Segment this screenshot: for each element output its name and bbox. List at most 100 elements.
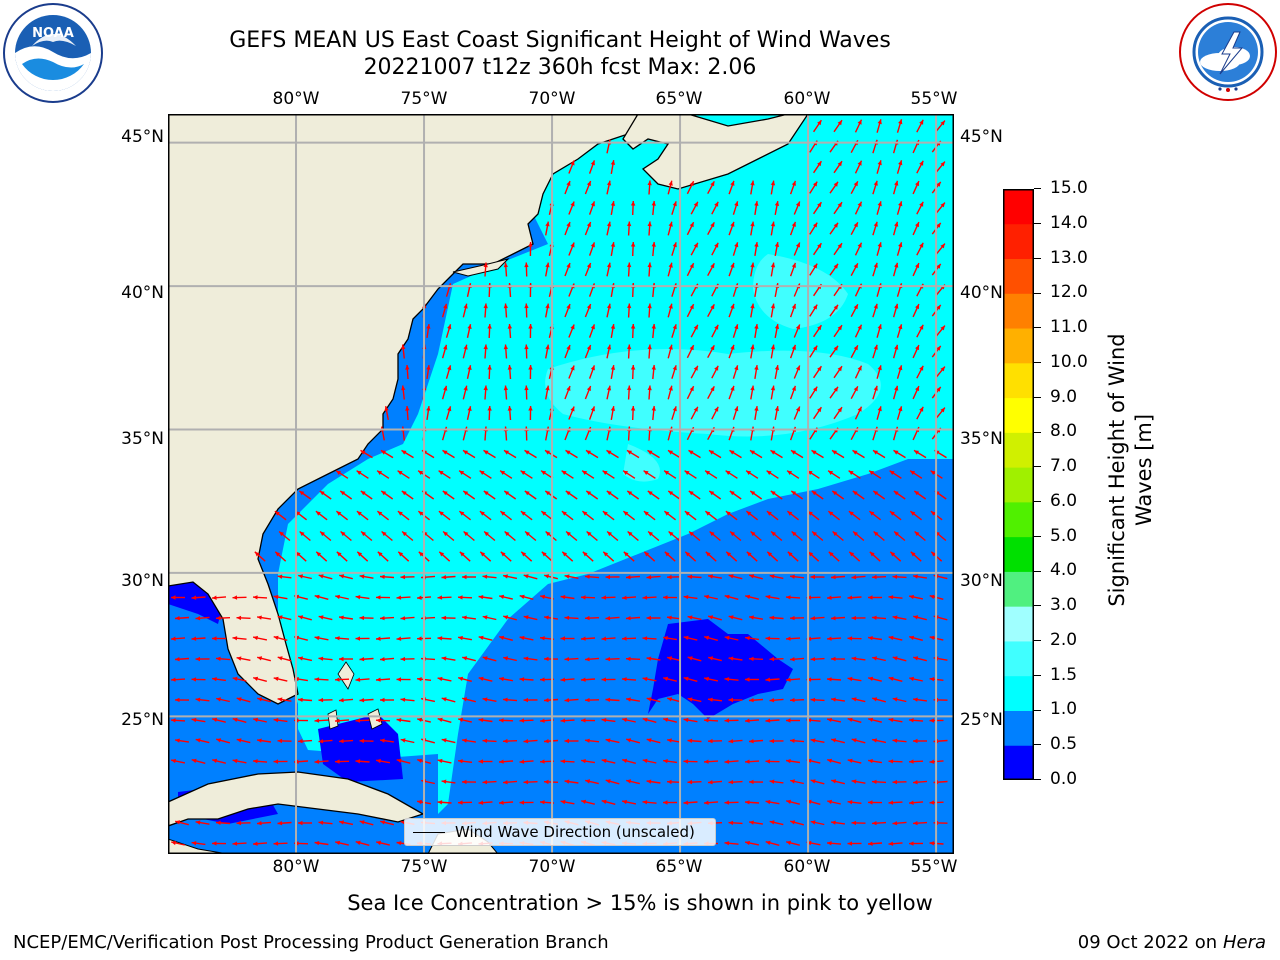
wave-arrow-head: [810, 779, 816, 784]
wave-arrow-head: [566, 181, 571, 186]
wave-arrow-head: [734, 324, 739, 330]
wave-arrow-head: [545, 450, 550, 455]
wave-arrow-head: [869, 470, 875, 475]
wave-arrow-head: [663, 636, 668, 641]
wave-arrow-head: [857, 119, 862, 125]
wave-arrow-head: [689, 531, 694, 537]
wave-arrow-head: [873, 491, 879, 496]
wave-arrow-head: [724, 635, 730, 641]
map-frame: [168, 114, 954, 854]
wave-arrow-head: [708, 574, 713, 579]
wave-arrow-head: [642, 595, 648, 600]
wave-arrow-head: [913, 697, 918, 702]
wave-arrow-head: [376, 636, 381, 641]
colorbar-tick-mark: [1034, 744, 1041, 746]
wave-arrow-head: [627, 344, 632, 350]
wave-arrow-head: [873, 344, 878, 350]
wave-arrow-head: [212, 636, 217, 641]
wave-arrow-head: [940, 366, 945, 372]
wave-arrow-head: [940, 161, 945, 167]
wave-arrow-head: [606, 180, 612, 186]
wave-arrow-head: [601, 758, 607, 763]
wave-arrow-head: [683, 635, 689, 640]
wave-arrow-head: [273, 841, 279, 846]
wave-arrow-head: [610, 160, 616, 165]
wave-arrow-head: [936, 222, 941, 228]
wave-arrow-head: [847, 595, 853, 600]
wave-arrow-head: [566, 345, 571, 350]
wave-arrow-head: [191, 717, 197, 723]
wave-arrow-head: [253, 635, 258, 641]
wave-arrow-head: [831, 697, 836, 702]
wave-arrow-head: [487, 365, 492, 370]
wave-arrow-head: [808, 551, 814, 557]
wave-arrow-head: [810, 616, 816, 621]
wave-arrow-head: [257, 656, 263, 661]
wave-arrow-head: [651, 242, 656, 247]
wave-arrow-head: [769, 738, 774, 744]
wave-arrow-head: [873, 262, 878, 268]
wave-arrow-head: [790, 574, 795, 579]
wave-arrow-head: [710, 181, 715, 187]
wave-arrow-head: [643, 511, 649, 516]
wave-arrow-head: [771, 531, 776, 537]
wave-arrow-head: [622, 636, 627, 641]
wave-arrow-head: [791, 303, 796, 309]
wave-arrow-head: [357, 551, 363, 557]
wave-arrow-head: [847, 758, 853, 763]
wave-arrow-head: [828, 551, 834, 557]
wave-arrow-head: [442, 491, 448, 496]
wave-arrow-head: [478, 800, 484, 805]
wave-arrow-head: [714, 201, 719, 207]
wave-arrow-head: [892, 615, 898, 620]
legend-line-icon: [413, 832, 445, 833]
colorbar-swatch: [1003, 710, 1034, 746]
colorbar-tick-mark: [1034, 223, 1041, 224]
colorbar-swatch: [1003, 501, 1034, 538]
wave-arrow-head: [642, 800, 648, 805]
wave-arrow-head: [728, 574, 734, 579]
wave-arrow-head: [318, 739, 324, 744]
colorbar-tick-label: 12.0: [1050, 282, 1088, 303]
wave-arrow-head: [811, 450, 817, 455]
wave-arrow-head: [749, 698, 754, 703]
wave-arrow-head: [401, 385, 406, 391]
wave-arrow-head: [212, 841, 217, 846]
wave-arrow-head: [868, 717, 874, 722]
wave-arrow-head: [730, 180, 735, 186]
wave-arrow-head: [765, 759, 771, 764]
wave-arrow-head: [299, 531, 305, 537]
wave-arrow-head: [487, 406, 492, 411]
wave-arrow-head: [936, 386, 941, 392]
wave-arrow-head: [889, 470, 895, 475]
wave-arrow-head: [704, 676, 709, 682]
wave-arrow-head: [355, 595, 361, 600]
wave-arrow-head: [216, 656, 221, 661]
wave-arrow-head: [877, 324, 882, 330]
wave-arrow-head: [171, 677, 176, 682]
chart-title: GEFS MEAN US East Coast Significant Heig…: [229, 28, 891, 53]
wave-arrow-head: [668, 531, 674, 537]
wave-arrow-head: [528, 324, 533, 329]
wave-arrow-head: [401, 491, 407, 496]
wave-arrow-head: [786, 677, 791, 682]
wave-arrow-head: [929, 677, 935, 682]
wave-arrow-head: [216, 820, 221, 825]
wave-arrow-head: [749, 615, 754, 620]
wave-arrow-head: [668, 491, 674, 496]
wave-arrow-head: [688, 491, 694, 496]
wave-arrow-head: [813, 181, 818, 187]
lon-label-top-75w: 75°W: [400, 89, 448, 109]
wave-arrow-head: [396, 841, 402, 846]
wave-arrow-head: [519, 800, 524, 805]
wave-arrow-head: [480, 551, 486, 557]
wave-arrow-head: [892, 738, 898, 743]
wave-arrow-head: [728, 820, 734, 825]
wave-arrow-head: [503, 615, 509, 620]
wave-arrow-head: [298, 820, 303, 826]
wave-arrow-head: [791, 531, 797, 537]
wave-arrow-head: [610, 242, 616, 247]
colorbar-title-line2: Waves [m]: [1132, 413, 1156, 527]
wave-arrow-head: [622, 717, 627, 723]
wave-arrow-head: [888, 759, 894, 764]
